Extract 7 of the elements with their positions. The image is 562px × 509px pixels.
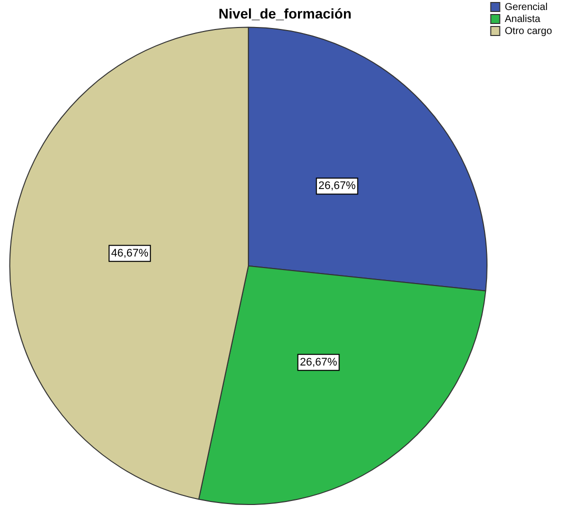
legend-label: Analista bbox=[504, 14, 541, 25]
chart-title: Nivel_de_formación bbox=[218, 5, 352, 22]
data-label: 46,67% bbox=[111, 247, 149, 260]
data-label: 26,67% bbox=[300, 356, 338, 368]
legend-label: Otro cargo bbox=[504, 26, 552, 37]
legend-label: Gerencial bbox=[504, 2, 548, 13]
data-label: 26,67% bbox=[318, 180, 356, 192]
